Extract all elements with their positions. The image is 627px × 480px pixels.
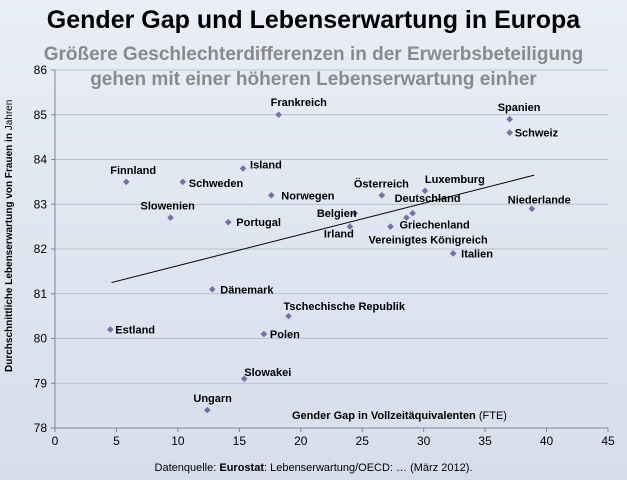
subtitle-line-1: Größere Geschlechterdifferenzen in der E… <box>43 44 584 65</box>
data-point-17 <box>449 250 457 257</box>
data-point-6 <box>267 192 275 199</box>
data-label: Tschechische Republik <box>283 301 405 313</box>
data-point-0 <box>275 111 282 119</box>
data-label: Norwegen <box>281 190 334 202</box>
y-tick-label: 81 <box>34 287 48 301</box>
y-tick-label: 86 <box>34 63 48 77</box>
y-tick-label: 85 <box>34 108 48 122</box>
x-tick-label: 10 <box>171 434 185 448</box>
source-prefix: Datenquelle: <box>154 462 220 474</box>
source-rest: : Lebenserwartung/OECD: … (März 2012). <box>263 462 473 474</box>
x-axis-label-bold: Gender Gap in Vollzeitäquivalenten <box>292 410 476 422</box>
data-label: Finnland <box>110 165 156 177</box>
data-point-13 <box>351 209 359 217</box>
y-tick-label: 79 <box>34 376 48 390</box>
data-point-12 <box>224 218 232 226</box>
data-point-8 <box>421 187 429 195</box>
data-point-23 <box>204 406 211 414</box>
y-tick-label: 84 <box>34 153 48 167</box>
data-label: Irland <box>324 229 354 241</box>
y-tick-label: 80 <box>34 332 48 346</box>
x-axis-label-normal: (FTE) <box>476 410 507 422</box>
data-point-9 <box>409 209 416 217</box>
data-label: Polen <box>270 329 300 341</box>
data-label: Luxemburg <box>425 174 485 186</box>
data-label: Spanien <box>498 102 541 114</box>
x-axis-label: Gender Gap in Vollzeitäquivalenten (FTE) <box>292 410 507 422</box>
source-org: Eurostat <box>219 462 264 474</box>
data-point-11 <box>167 214 174 221</box>
data-point-3 <box>122 178 130 186</box>
data-source: Datenquelle: Eurostat: Lebenserwartung/O… <box>0 462 627 474</box>
data-label: Deutschland <box>395 193 461 205</box>
x-tick-label: 5 <box>113 434 120 448</box>
data-label: Italien <box>461 248 493 260</box>
data-point-1 <box>506 115 513 123</box>
data-label: Estland <box>115 325 155 337</box>
data-point-14 <box>346 223 354 230</box>
x-tick-label: 20 <box>294 434 308 448</box>
y-tick-label: 78 <box>34 421 48 435</box>
data-point-2 <box>506 129 513 136</box>
y-tick-label: 83 <box>34 197 48 211</box>
data-label: Schweiz <box>515 128 559 140</box>
data-label: Portugal <box>236 217 281 229</box>
x-tick-label: 30 <box>417 434 431 448</box>
data-label: Slowakei <box>244 367 291 379</box>
data-label: Slowenien <box>141 201 196 213</box>
x-tick-label: 0 <box>52 434 59 448</box>
y-tick-label: 82 <box>34 242 48 256</box>
x-tick-label: 15 <box>233 434 247 448</box>
trendline <box>111 174 535 284</box>
data-point-4 <box>239 165 247 172</box>
x-tick-label: 35 <box>478 434 492 448</box>
data-label: Griechenland <box>399 220 469 232</box>
data-point-5 <box>179 178 187 186</box>
x-tick-label: 40 <box>540 434 554 448</box>
data-point-7 <box>378 192 386 199</box>
data-label: Dänemark <box>220 284 274 296</box>
data-point-10 <box>528 205 536 213</box>
data-label: Belgien <box>317 208 357 220</box>
data-label: Niederlande <box>508 195 571 207</box>
data-point-22 <box>240 375 248 383</box>
chart-title: Gender Gap und Lebenserwartung in Europa <box>46 6 581 34</box>
data-point-15 <box>403 214 410 221</box>
data-point-20 <box>107 326 114 333</box>
data-label: Frankreich <box>271 97 328 109</box>
x-tick-label: 25 <box>356 434 370 448</box>
data-label: Ungarn <box>193 393 232 405</box>
data-label: Island <box>250 159 282 171</box>
data-label: Österreich <box>354 177 409 190</box>
data-point-16 <box>387 223 394 230</box>
data-label: Schweden <box>189 178 244 190</box>
data-point-19 <box>285 312 292 320</box>
data-point-21 <box>260 330 268 338</box>
data-label: Vereinigtes Königreich <box>368 235 487 247</box>
chart-subtitle: Größere Geschlechterdifferenzen in der E… <box>0 42 627 92</box>
x-tick-label: 45 <box>601 434 615 448</box>
subtitle-line-2: gehen mit einer höheren Lebenserwartung … <box>90 69 537 90</box>
data-point-18 <box>208 285 216 293</box>
